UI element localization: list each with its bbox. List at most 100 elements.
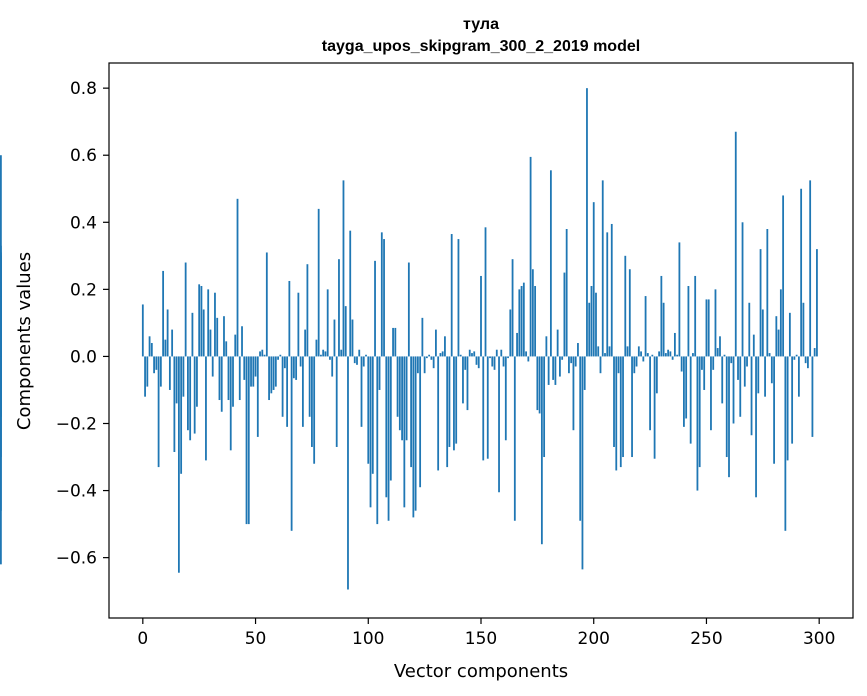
bar-145	[468, 349, 471, 357]
bar-291	[797, 356, 800, 397]
bar-51	[256, 356, 259, 437]
bar-56	[268, 356, 270, 401]
bar-204	[601, 180, 604, 357]
bar-233	[667, 349, 670, 357]
bar-124	[421, 317, 424, 357]
bar-274	[759, 249, 762, 357]
bar-80	[322, 349, 325, 357]
bar-94	[353, 356, 356, 364]
bar-7	[157, 356, 160, 468]
bar-203	[599, 356, 602, 374]
bar-130	[435, 329, 437, 357]
bar-77	[315, 339, 318, 357]
bar-22	[191, 312, 194, 357]
bar-216	[628, 269, 631, 357]
bar-1	[144, 356, 146, 397]
bar-14	[173, 356, 176, 452]
bar-169	[522, 282, 525, 357]
bar-114	[398, 356, 401, 431]
bar-102	[371, 356, 374, 474]
bar-207	[608, 346, 611, 357]
bar-111	[392, 327, 394, 357]
bar-52	[259, 351, 261, 357]
bar-195	[581, 356, 584, 570]
bar-197	[586, 88, 588, 357]
bar-193	[577, 343, 579, 357]
bar-298	[813, 348, 816, 357]
bar-48	[250, 356, 252, 387]
chart-subtitle: tayga_upos_skipgram_300_2_2019 model	[322, 38, 640, 55]
bar-222	[642, 356, 645, 362]
bar-35	[220, 356, 223, 412]
bar-299	[816, 249, 818, 357]
bar-243	[689, 356, 692, 444]
bar-150	[480, 275, 482, 357]
bar-237	[676, 354, 679, 357]
bar-32	[214, 292, 216, 357]
bar-257	[721, 356, 724, 404]
bar-275	[761, 309, 764, 357]
bar-44	[241, 326, 243, 357]
chart-title: тула	[463, 16, 499, 33]
bar-287	[788, 312, 791, 357]
bar-230	[660, 275, 663, 357]
bar-96	[358, 349, 361, 357]
bar-110	[389, 356, 392, 481]
bar-105	[378, 356, 381, 390]
bar-189	[568, 356, 570, 374]
bar-173	[531, 269, 534, 357]
bar-74	[308, 356, 311, 417]
bar-16	[177, 356, 180, 573]
bar-137	[450, 234, 453, 357]
bar-98	[362, 356, 365, 367]
bar-227	[653, 356, 656, 459]
bar-117	[405, 356, 408, 441]
bar-238	[678, 242, 681, 357]
bar-294	[804, 356, 807, 364]
bar-280	[773, 356, 775, 464]
bar-179	[545, 336, 548, 357]
bar-199	[590, 286, 593, 357]
bar-175	[536, 356, 539, 411]
bar-undefined	[0, 356, 2, 565]
bar-184	[556, 329, 559, 357]
bar-284	[782, 195, 785, 357]
bar-249	[703, 356, 706, 390]
bar-176	[538, 356, 541, 414]
bar-57	[270, 356, 273, 394]
bar-228	[655, 356, 658, 394]
bar-147	[473, 351, 476, 357]
bar-40	[232, 356, 234, 407]
bar-33	[216, 317, 219, 357]
x-tick-label: 100	[352, 629, 384, 649]
bar-2	[146, 356, 149, 387]
bar-125	[423, 356, 426, 374]
bar-258	[723, 354, 726, 357]
y-tick-label: 0.2	[70, 280, 97, 300]
bar-283	[779, 289, 782, 357]
bar-151	[482, 356, 485, 461]
bar-242	[687, 286, 690, 357]
bar-181	[549, 170, 552, 357]
bar-260	[728, 356, 730, 478]
bar-239	[680, 356, 683, 372]
bar-185	[559, 356, 561, 377]
bar-75	[311, 356, 313, 447]
bar-273	[757, 356, 760, 394]
bar-30	[209, 329, 212, 357]
bar-160	[502, 356, 505, 367]
bar-168	[520, 286, 523, 357]
bar-205	[604, 353, 606, 357]
bar-112	[394, 327, 397, 357]
bar-263	[734, 131, 737, 357]
bar-217	[631, 356, 633, 458]
bar-143	[464, 356, 467, 370]
bar-15	[175, 356, 178, 404]
bar-163	[509, 309, 512, 357]
bars-group	[0, 88, 818, 590]
bar-23	[193, 356, 196, 434]
bar-172	[529, 156, 532, 357]
bar-131	[437, 356, 440, 471]
bar-251	[707, 299, 710, 357]
y-tick-label: 0.4	[70, 213, 97, 233]
